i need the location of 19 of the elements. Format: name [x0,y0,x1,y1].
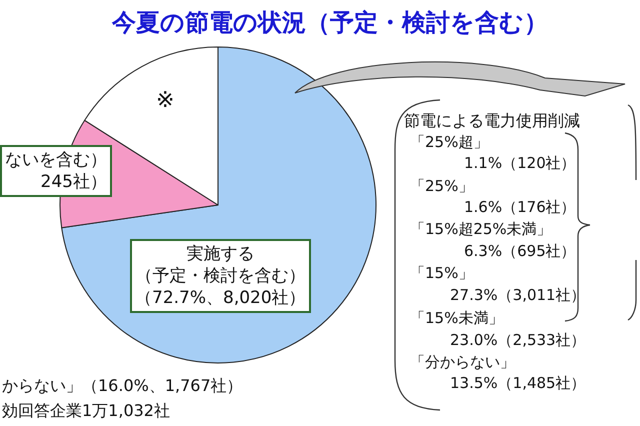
text: 「25%」 [410,177,474,195]
chart-title: 今夏の節電の状況（予定・検討を含む） [111,8,548,36]
text: 1.6%（176社） [464,198,576,216]
slice-label: 実施する（予定・検討を含む）（72.7%、8,020社） [135,244,306,308]
text: 「15%」 [410,264,474,282]
text: 23.0%（2,533社） [450,331,586,349]
text: 27.3%（3,011社） [450,286,586,304]
text: 6.3%（695社） [464,242,576,260]
text: 13.5%（1,485社） [450,374,586,392]
text: 「分からない」 [410,353,515,371]
slice-label: ※ [156,88,174,113]
text: 「15%超25%未満」 [410,220,552,238]
text: 効回答企業1万1,032社 [2,401,170,420]
text: からない」（16.0%、1,767社） [2,376,243,395]
text: 節電による電力使用削減 [404,111,580,130]
text: 1.1%（120社） [464,154,576,172]
text: 「15%未満」 [410,309,504,327]
text: 「25%超」 [410,133,488,151]
slice-label: ないを含む）245社） [5,150,107,192]
